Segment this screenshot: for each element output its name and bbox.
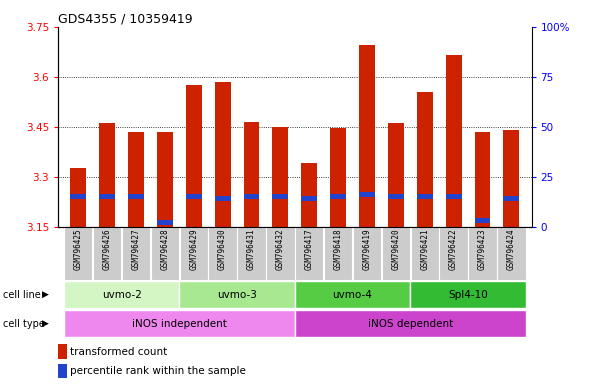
Bar [122,227,150,280]
Text: GSM796426: GSM796426 [103,229,112,270]
Bar [99,123,115,227]
Bar [186,85,202,227]
Text: GSM796432: GSM796432 [276,229,285,270]
Text: GSM796431: GSM796431 [247,229,256,270]
Bar [475,132,491,227]
Text: GSM796424: GSM796424 [507,229,516,270]
Bar [382,227,410,280]
Text: ▶: ▶ [42,319,48,328]
Bar [469,227,497,280]
Text: GSM796429: GSM796429 [189,229,198,270]
Bar [151,227,179,280]
Bar [58,364,67,378]
Bar [417,194,433,199]
Text: uvmo-4: uvmo-4 [332,290,373,300]
Text: GSM796430: GSM796430 [218,229,227,270]
Bar [157,132,173,227]
Bar [99,194,115,199]
Text: GSM796428: GSM796428 [160,229,169,270]
Text: GDS4355 / 10359419: GDS4355 / 10359419 [58,13,192,26]
Bar [439,227,468,280]
Bar [64,227,92,280]
Bar [445,55,461,227]
Text: iNOS dependent: iNOS dependent [368,318,453,329]
Text: GSM796420: GSM796420 [392,229,400,270]
Bar [301,196,317,201]
Text: Spl4-10: Spl4-10 [448,290,488,300]
Bar [70,168,86,227]
Text: uvmo-2: uvmo-2 [101,290,142,300]
Bar [497,227,525,280]
Text: uvmo-3: uvmo-3 [217,290,257,300]
Text: GSM796427: GSM796427 [131,229,141,270]
Bar [417,92,433,227]
Text: GSM796423: GSM796423 [478,229,487,270]
Text: transformed count: transformed count [70,347,167,357]
Bar [295,227,323,280]
Bar [503,196,519,201]
Bar [58,344,67,359]
Bar [411,281,526,308]
Text: GSM796419: GSM796419 [362,229,371,270]
Bar [208,227,237,280]
Bar [503,130,519,227]
Text: GSM796425: GSM796425 [74,229,82,270]
Bar [128,132,144,227]
Bar [359,45,375,227]
Text: percentile rank within the sample: percentile rank within the sample [70,366,246,376]
Bar [330,194,346,199]
Bar [295,281,411,308]
Bar [266,227,295,280]
Text: cell line: cell line [3,290,41,300]
Bar [237,227,266,280]
Bar [244,194,260,199]
Bar [359,192,375,197]
Bar [64,281,179,308]
Text: GSM796417: GSM796417 [305,229,313,270]
Text: GSM796418: GSM796418 [334,229,343,270]
Bar [445,194,461,199]
Bar [388,123,404,227]
Bar [273,127,288,227]
Bar [324,227,353,280]
Bar [244,122,260,227]
Bar [411,227,439,280]
Bar [64,310,295,337]
Text: cell type: cell type [3,318,45,329]
Bar [157,220,173,225]
Bar [70,194,86,199]
Bar [295,310,526,337]
Text: GSM796421: GSM796421 [420,229,430,270]
Bar [388,194,404,199]
Bar [475,218,491,223]
Bar [353,227,381,280]
Text: iNOS independent: iNOS independent [132,318,227,329]
Bar [179,281,295,308]
Bar [214,196,230,201]
Bar [214,82,230,227]
Bar [180,227,208,280]
Bar [93,227,121,280]
Bar [273,194,288,199]
Bar [301,163,317,227]
Text: GSM796422: GSM796422 [449,229,458,270]
Bar [128,194,144,199]
Bar [330,128,346,227]
Text: ▶: ▶ [42,290,48,299]
Bar [186,194,202,199]
